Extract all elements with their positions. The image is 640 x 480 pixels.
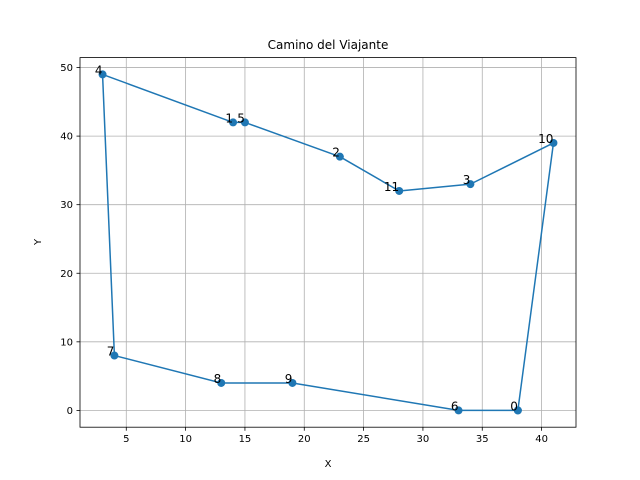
route-point xyxy=(229,118,238,127)
point-label: 5 xyxy=(237,111,245,125)
point-label: 10 xyxy=(538,132,553,146)
point-label: 6 xyxy=(451,399,459,413)
y-tick-label: 20 xyxy=(60,269,73,280)
route-point xyxy=(335,152,344,161)
route-point xyxy=(513,406,522,415)
point-label: 8 xyxy=(214,372,222,386)
y-tick-label: 10 xyxy=(60,337,73,348)
point-label: 2 xyxy=(332,146,340,160)
y-tick-label: 50 xyxy=(60,63,73,74)
y-tick-label: 40 xyxy=(60,132,73,143)
route-point xyxy=(549,138,558,147)
point-label: 4 xyxy=(95,63,103,77)
x-tick-label: 10 xyxy=(179,434,192,445)
x-tick-label: 30 xyxy=(417,434,430,445)
route-point xyxy=(454,406,463,415)
route-line xyxy=(101,73,555,412)
route-point xyxy=(240,118,249,127)
plot-frame xyxy=(79,57,577,428)
point-label: 0 xyxy=(510,399,518,413)
grid xyxy=(80,57,576,428)
chart-title: Camino del Viajante xyxy=(268,38,389,52)
route-point xyxy=(466,180,475,189)
x-tick-label: 20 xyxy=(298,434,311,445)
route-point xyxy=(395,186,404,195)
point-label: 9 xyxy=(285,372,293,386)
y-tick-label: 30 xyxy=(60,200,73,211)
point-label: 1 xyxy=(225,111,233,125)
route-series xyxy=(98,70,558,415)
x-tick-label: 25 xyxy=(357,434,370,445)
x-tick-label: 15 xyxy=(239,434,252,445)
route-point xyxy=(217,378,226,387)
y-tick-label: 0 xyxy=(67,406,73,417)
point-labels: 0 6 9 8 7 4 1 5 2 11 3 10 xyxy=(95,63,554,413)
point-label: 11 xyxy=(384,180,399,194)
x-tick-label: 5 xyxy=(123,434,129,445)
route-point xyxy=(98,70,107,79)
x-tick-label: 40 xyxy=(535,434,548,445)
x-tick-label: 35 xyxy=(476,434,489,445)
x-axis-label: X xyxy=(325,459,332,470)
y-axis-label: Y xyxy=(33,238,44,246)
point-label: 7 xyxy=(107,345,115,359)
route-point xyxy=(288,378,297,387)
y-axis-ticks: 0 10 20 30 40 50 xyxy=(60,63,80,417)
point-label: 3 xyxy=(463,173,471,187)
route-point xyxy=(110,351,119,360)
x-axis-ticks: 5 10 15 20 25 30 35 40 xyxy=(123,427,548,445)
